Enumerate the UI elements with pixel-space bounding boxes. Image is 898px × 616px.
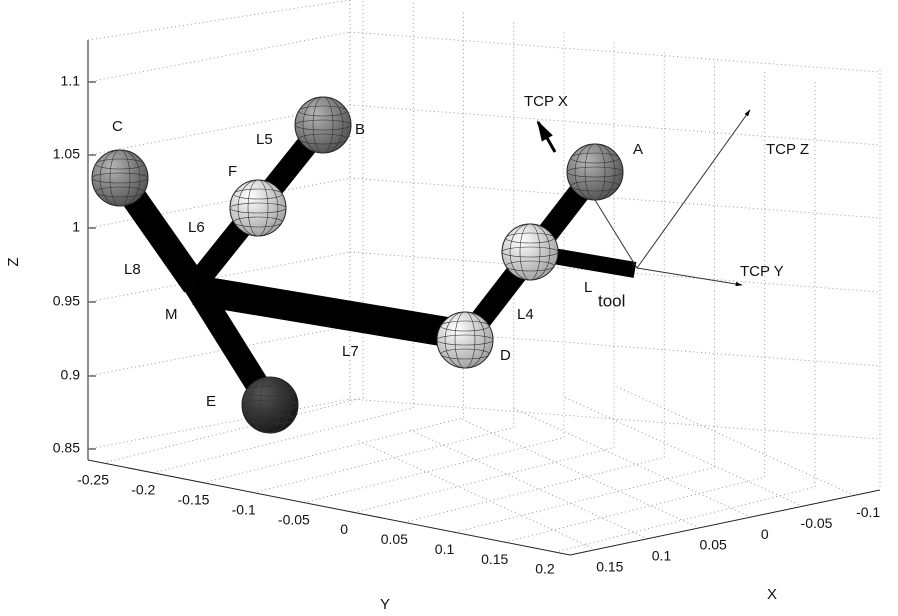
y-tick-label: 0.05 [381,531,408,547]
y-tick-label: -0.05 [278,511,310,527]
grid-line [350,105,880,145]
grid-line [511,407,751,517]
z-tick-label: 1 [72,219,80,235]
z-tick-label: 1.1 [61,73,81,89]
joint-sphere [437,312,493,368]
x-tick-label: -0.1 [856,504,880,520]
x-tick-label: 0.15 [596,558,623,574]
y-tick-label: 0.1 [435,541,455,557]
frame-label: TCP X [524,93,568,110]
grid-line [103,398,363,463]
z-tick-label: 1.05 [53,146,80,162]
grid-line [88,32,350,82]
x-tick-label: 0 [761,526,769,542]
y-tick-label: 0.2 [535,561,555,577]
z-tick-label: 0.9 [61,367,81,383]
x-tick-label: 0.05 [700,537,727,553]
node-label: D [500,347,511,364]
z-tick-label: 0.95 [53,293,80,309]
joint-sphere [502,224,558,280]
tool-subscript: tool [598,291,625,310]
grid-line [350,32,880,72]
grid-line [350,399,880,439]
link-label: L6 [188,219,205,236]
x-tick-label: -0.05 [801,515,833,531]
grid-line [408,429,648,539]
joint-sphere [295,97,351,153]
x-axis-label: X [767,586,777,603]
y-tick-label: -0.1 [232,501,256,517]
tool-label: L [584,279,592,296]
grid-line [563,396,803,506]
y-tick-label: -0.15 [178,491,210,507]
node-label: F [228,163,237,180]
node-label: E [206,393,216,410]
node-label: A [633,141,643,158]
grid-line [88,0,350,40]
grid-line [614,385,854,495]
x-tick-label: 0.1 [652,547,672,563]
grid-line [459,418,699,528]
grid-line [88,399,350,449]
y-axis-label: Y [380,596,390,613]
node-label: M [165,306,178,323]
y-tick-label: -0.2 [131,482,155,498]
frame-label: TCP Y [740,263,784,280]
y-tick-label: 0.15 [481,551,508,567]
node-label: C [112,118,123,135]
joint-sphere [92,150,148,206]
node-label: B [355,121,365,138]
z-axis-label: Z [5,257,22,266]
frame-label: TCP Z [766,141,809,158]
link-label: L4 [517,306,534,323]
z-tick-label: 0.85 [53,440,80,456]
joint-sphere [567,144,623,200]
link-label: L5 [256,131,273,148]
link-label: L7 [342,343,359,360]
joint-sphere [242,377,298,433]
links [120,125,635,405]
y-tick-label: 0 [340,521,348,537]
figure: A B C D E F M L4 L5 L6 L7 L8 L tool TCP … [0,0,898,616]
y-tick-label: -0.25 [77,472,109,488]
joint-sphere [230,180,286,236]
link-label: L8 [124,261,141,278]
